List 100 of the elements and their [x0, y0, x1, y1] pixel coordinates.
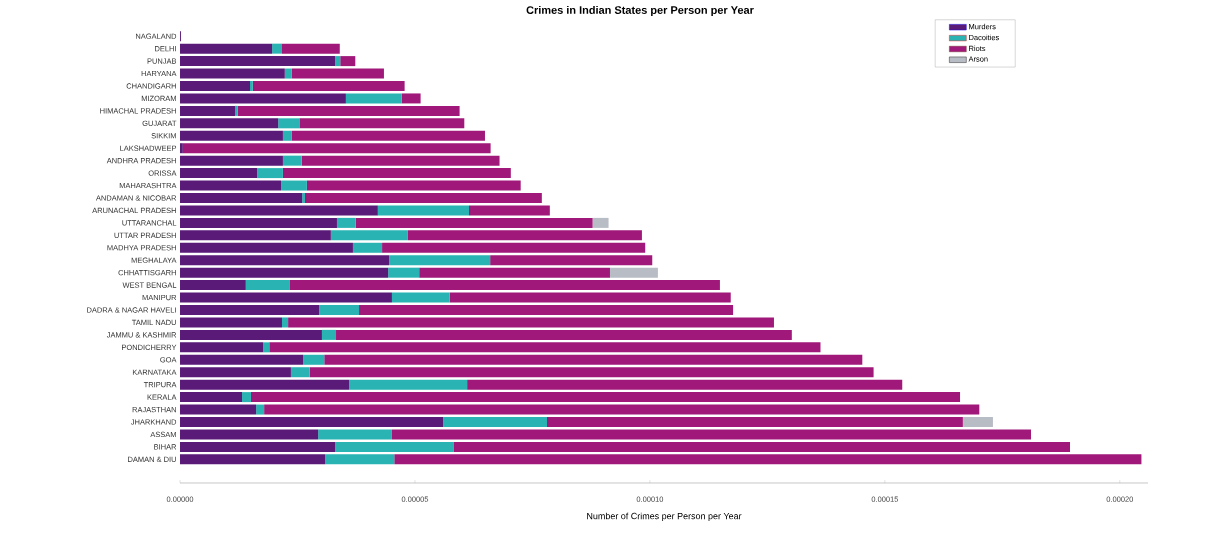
bar	[180, 354, 304, 365]
bar	[182, 143, 491, 154]
bar	[282, 168, 511, 179]
bar	[352, 242, 383, 253]
bar	[449, 292, 731, 303]
bar	[349, 379, 468, 390]
bar	[467, 379, 903, 390]
bar	[180, 267, 389, 278]
bar	[319, 305, 360, 315]
bar	[419, 267, 610, 278]
bar	[242, 392, 251, 403]
bar	[305, 193, 542, 203]
bar	[180, 342, 264, 353]
bar	[547, 417, 963, 428]
bar	[291, 130, 485, 141]
bar	[290, 367, 310, 378]
x-axis-title: Number of Crimes per Person per Year	[587, 512, 742, 521]
bar	[335, 56, 341, 67]
bar	[180, 118, 279, 129]
bar	[302, 193, 305, 203]
bar	[284, 68, 292, 79]
bar	[490, 255, 653, 266]
bar	[180, 329, 322, 340]
bar	[180, 43, 273, 54]
bar	[180, 193, 303, 203]
bar	[180, 242, 353, 253]
bar	[180, 168, 258, 179]
bar	[382, 242, 646, 253]
bar	[180, 392, 243, 403]
bar	[303, 354, 325, 365]
bar	[309, 367, 874, 378]
bar	[469, 205, 550, 216]
bar	[394, 454, 1142, 465]
bar	[278, 118, 300, 129]
bar	[443, 417, 548, 428]
bar	[250, 392, 961, 403]
bar	[250, 80, 253, 91]
bar	[391, 429, 1031, 440]
bar	[180, 155, 283, 166]
bar	[180, 292, 392, 303]
bar	[180, 429, 319, 440]
bar	[336, 217, 356, 228]
bar	[306, 180, 521, 191]
bar	[359, 305, 734, 315]
bar	[301, 155, 500, 166]
bar	[257, 168, 283, 179]
bar	[609, 267, 658, 278]
bar	[336, 329, 792, 340]
bar	[377, 205, 469, 216]
bar	[325, 454, 395, 465]
bar	[330, 230, 408, 241]
bar	[282, 155, 302, 166]
bar	[335, 441, 454, 452]
bar	[288, 317, 774, 328]
bar	[180, 404, 257, 415]
bar	[401, 93, 421, 104]
bar	[234, 105, 238, 116]
bar	[282, 130, 292, 141]
bar	[281, 43, 340, 54]
bar	[180, 305, 320, 315]
bar	[263, 342, 270, 353]
bar	[321, 329, 337, 340]
bar	[388, 267, 420, 278]
bar	[180, 205, 378, 216]
bar	[180, 417, 444, 428]
bar	[264, 404, 980, 415]
bar	[180, 280, 246, 291]
bar	[391, 292, 450, 303]
bar	[180, 441, 336, 452]
bar	[345, 93, 402, 104]
bar	[180, 180, 282, 191]
bar	[237, 105, 460, 116]
bar	[180, 230, 331, 241]
bar	[324, 354, 863, 365]
bar	[180, 367, 291, 378]
bar	[180, 143, 183, 154]
bar	[269, 342, 821, 353]
bar	[256, 404, 265, 415]
bar	[180, 80, 251, 91]
bar	[272, 43, 282, 54]
chart-title: Crimes in Indian States per Person per Year	[526, 5, 754, 17]
bar	[281, 317, 289, 328]
bar	[180, 379, 350, 390]
bar	[291, 68, 384, 79]
bar	[245, 280, 290, 291]
bar	[180, 56, 336, 67]
bar	[592, 217, 609, 228]
bar	[180, 105, 235, 116]
bar	[289, 280, 720, 291]
bar	[389, 255, 491, 266]
bar	[340, 56, 356, 67]
bar	[453, 441, 1071, 452]
bar	[407, 230, 642, 241]
bar	[281, 180, 307, 191]
bar	[318, 429, 392, 440]
bar	[252, 80, 405, 91]
bar	[180, 317, 282, 328]
bar	[180, 93, 346, 104]
bar	[299, 118, 465, 129]
bar	[180, 217, 337, 228]
